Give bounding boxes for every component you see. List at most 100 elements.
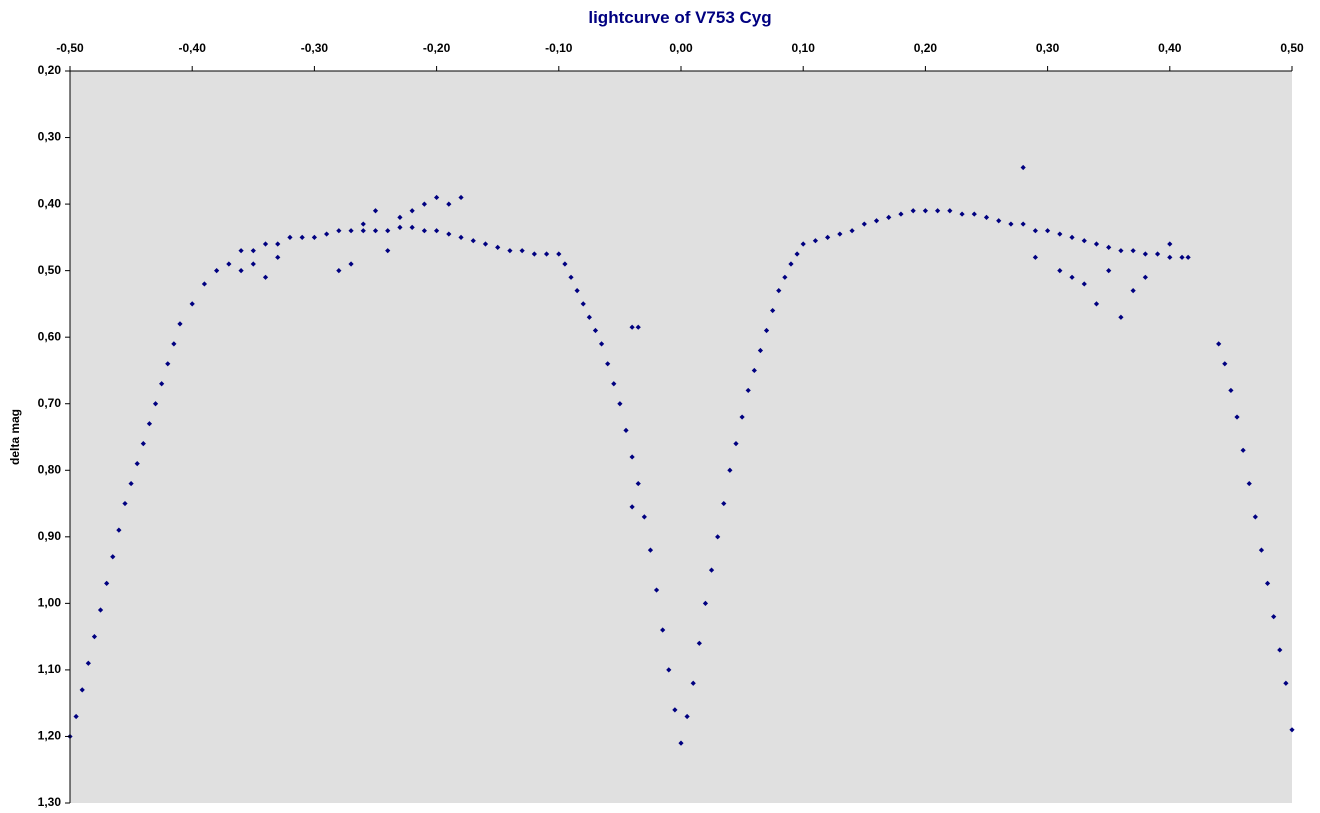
data-point: [372, 228, 379, 234]
data-point: [1142, 251, 1148, 257]
data-point: [116, 527, 122, 533]
data-point: [287, 234, 293, 240]
data-point: [385, 248, 391, 254]
data-point: [702, 600, 709, 606]
data-point: [348, 228, 354, 234]
data-point: [629, 454, 635, 460]
data-point: [623, 427, 629, 433]
data-point: [586, 314, 592, 320]
data-point: [458, 234, 464, 240]
data-point: [275, 241, 281, 247]
data-point: [745, 387, 751, 394]
data-point: [605, 361, 611, 367]
data-point: [580, 301, 586, 307]
data-point: [825, 234, 831, 240]
data-point: [1093, 301, 1100, 307]
data-point: [849, 228, 855, 234]
data-point: [1081, 281, 1087, 287]
data-point: [324, 231, 330, 237]
data-point: [1167, 254, 1173, 260]
x-tick-label: -0,10: [545, 41, 573, 55]
data-point: [482, 241, 489, 247]
data-point: [1093, 241, 1100, 247]
y-tick-label: 1,10: [38, 662, 62, 676]
data-point: [421, 228, 427, 234]
y-tick-label: 1,20: [38, 729, 62, 743]
data-point: [1069, 274, 1075, 280]
data-point: [629, 324, 635, 330]
data-point: [1185, 254, 1191, 260]
data-point: [886, 214, 892, 220]
data-point: [794, 251, 800, 257]
data-point: [171, 341, 177, 347]
data-point: [715, 534, 721, 540]
data-point: [1216, 341, 1222, 347]
data-point: [372, 208, 379, 214]
data-point: [629, 504, 635, 510]
data-point: [165, 361, 171, 367]
y-tick-label: 0,20: [38, 63, 62, 77]
data-point: [91, 634, 98, 640]
data-point: [1130, 248, 1136, 254]
y-tick-label: 0,70: [38, 396, 62, 410]
data-point: [568, 274, 574, 280]
data-point: [531, 251, 537, 257]
data-point: [1057, 268, 1063, 274]
data-point: [250, 261, 256, 267]
data-point: [360, 221, 366, 227]
y-tick-label: 0,80: [38, 462, 62, 476]
data-point: [458, 194, 464, 201]
data-point: [935, 208, 941, 214]
data-point: [336, 268, 342, 274]
data-point: [446, 201, 452, 207]
data-point: [1130, 288, 1136, 294]
data-point: [562, 261, 568, 267]
data-point: [733, 441, 739, 447]
data-point: [134, 461, 140, 467]
data-point: [739, 414, 745, 420]
data-point: [647, 547, 654, 553]
data-point: [97, 607, 104, 613]
data-point: [262, 241, 269, 247]
data-point: [996, 218, 1002, 224]
data-point: [1222, 361, 1228, 367]
x-tick-label: 0,50: [1280, 41, 1304, 55]
data-point: [110, 554, 116, 560]
x-tick-label: -0,20: [423, 41, 451, 55]
data-point: [1240, 447, 1246, 453]
data-point: [470, 238, 476, 244]
data-point: [598, 341, 605, 347]
data-point: [128, 480, 134, 487]
data-point: [812, 238, 819, 244]
data-point: [1228, 387, 1234, 394]
data-point: [397, 224, 403, 230]
data-point: [73, 713, 79, 720]
data-point: [1118, 314, 1124, 320]
data-point: [763, 327, 770, 334]
y-tick-label: 1,00: [38, 596, 62, 610]
data-point: [159, 381, 165, 387]
data-point: [1283, 680, 1289, 686]
data-point: [201, 281, 208, 287]
data-point: [434, 228, 440, 234]
data-point: [617, 401, 623, 407]
data-point: [684, 713, 690, 720]
data-point: [1167, 241, 1173, 247]
data-point: [776, 288, 782, 294]
data-point: [262, 274, 269, 280]
data-point: [782, 274, 788, 280]
data-point: [1081, 238, 1087, 244]
data-point: [1277, 647, 1283, 653]
data-point: [1069, 234, 1075, 240]
data-point: [1032, 254, 1038, 260]
data-point: [152, 401, 159, 407]
data-point: [861, 221, 867, 227]
y-tick-label: 0,60: [38, 329, 62, 343]
data-point: [635, 480, 641, 487]
data-point: [409, 208, 415, 214]
y-tick-label: 0,40: [38, 196, 62, 210]
x-tick-label: 0,20: [914, 41, 938, 55]
data-point: [385, 228, 391, 234]
data-point: [800, 241, 806, 247]
data-point: [1106, 244, 1112, 250]
